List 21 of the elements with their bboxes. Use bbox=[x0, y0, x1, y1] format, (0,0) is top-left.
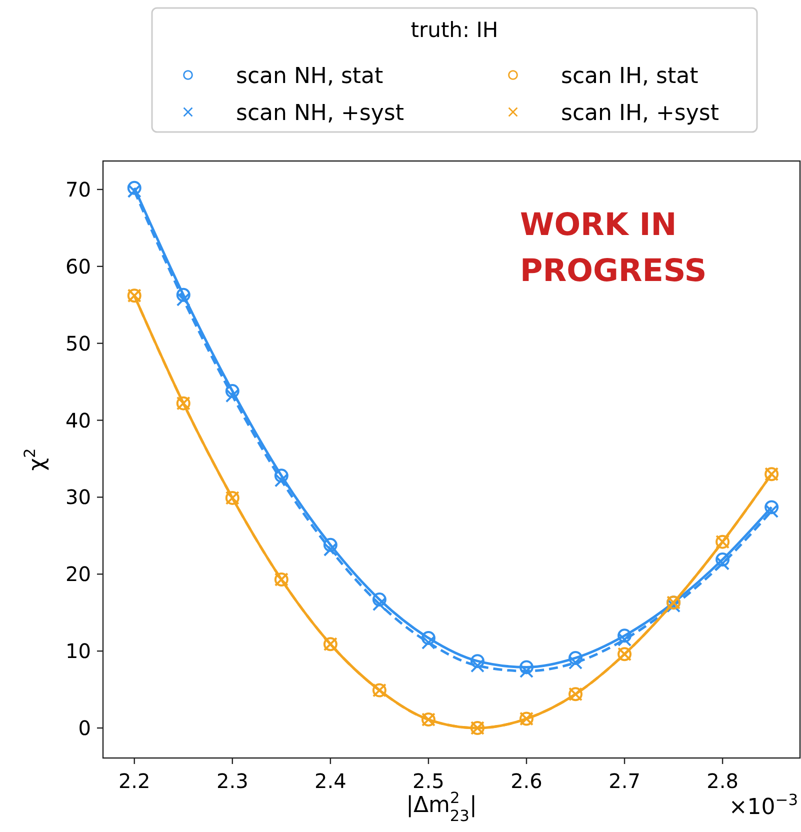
x-tick-label: 2.3 bbox=[216, 769, 248, 793]
y-tick-label: 30 bbox=[66, 485, 91, 510]
x-tick-label: 2.2 bbox=[118, 769, 150, 793]
y-tick-label: 40 bbox=[66, 408, 91, 432]
legend-label: scan IH, stat bbox=[561, 64, 699, 89]
y-tick-label: 10 bbox=[66, 639, 91, 664]
y-tick-label: 50 bbox=[66, 331, 91, 356]
annotation: WORK IN PROGRESS bbox=[520, 207, 707, 289]
x-tick-label: 2.8 bbox=[706, 769, 738, 793]
x-tick-label: 2.6 bbox=[510, 769, 542, 793]
x-tick-label: 2.7 bbox=[608, 769, 640, 793]
text: ×10$^{−3}$ bbox=[728, 791, 798, 820]
x-tick-label: 2.4 bbox=[314, 769, 346, 793]
y-tick-label: 60 bbox=[66, 254, 91, 278]
legend-label: scan IH, +syst bbox=[561, 101, 720, 126]
legend-label: scan NH, +syst bbox=[236, 101, 404, 126]
y-tick-label: 20 bbox=[66, 562, 91, 586]
legend-title: truth: IH bbox=[410, 18, 498, 42]
legend-label: scan NH, stat bbox=[236, 64, 384, 89]
y-tick-label: 70 bbox=[66, 177, 91, 202]
y-tick-label: 0 bbox=[78, 716, 91, 740]
